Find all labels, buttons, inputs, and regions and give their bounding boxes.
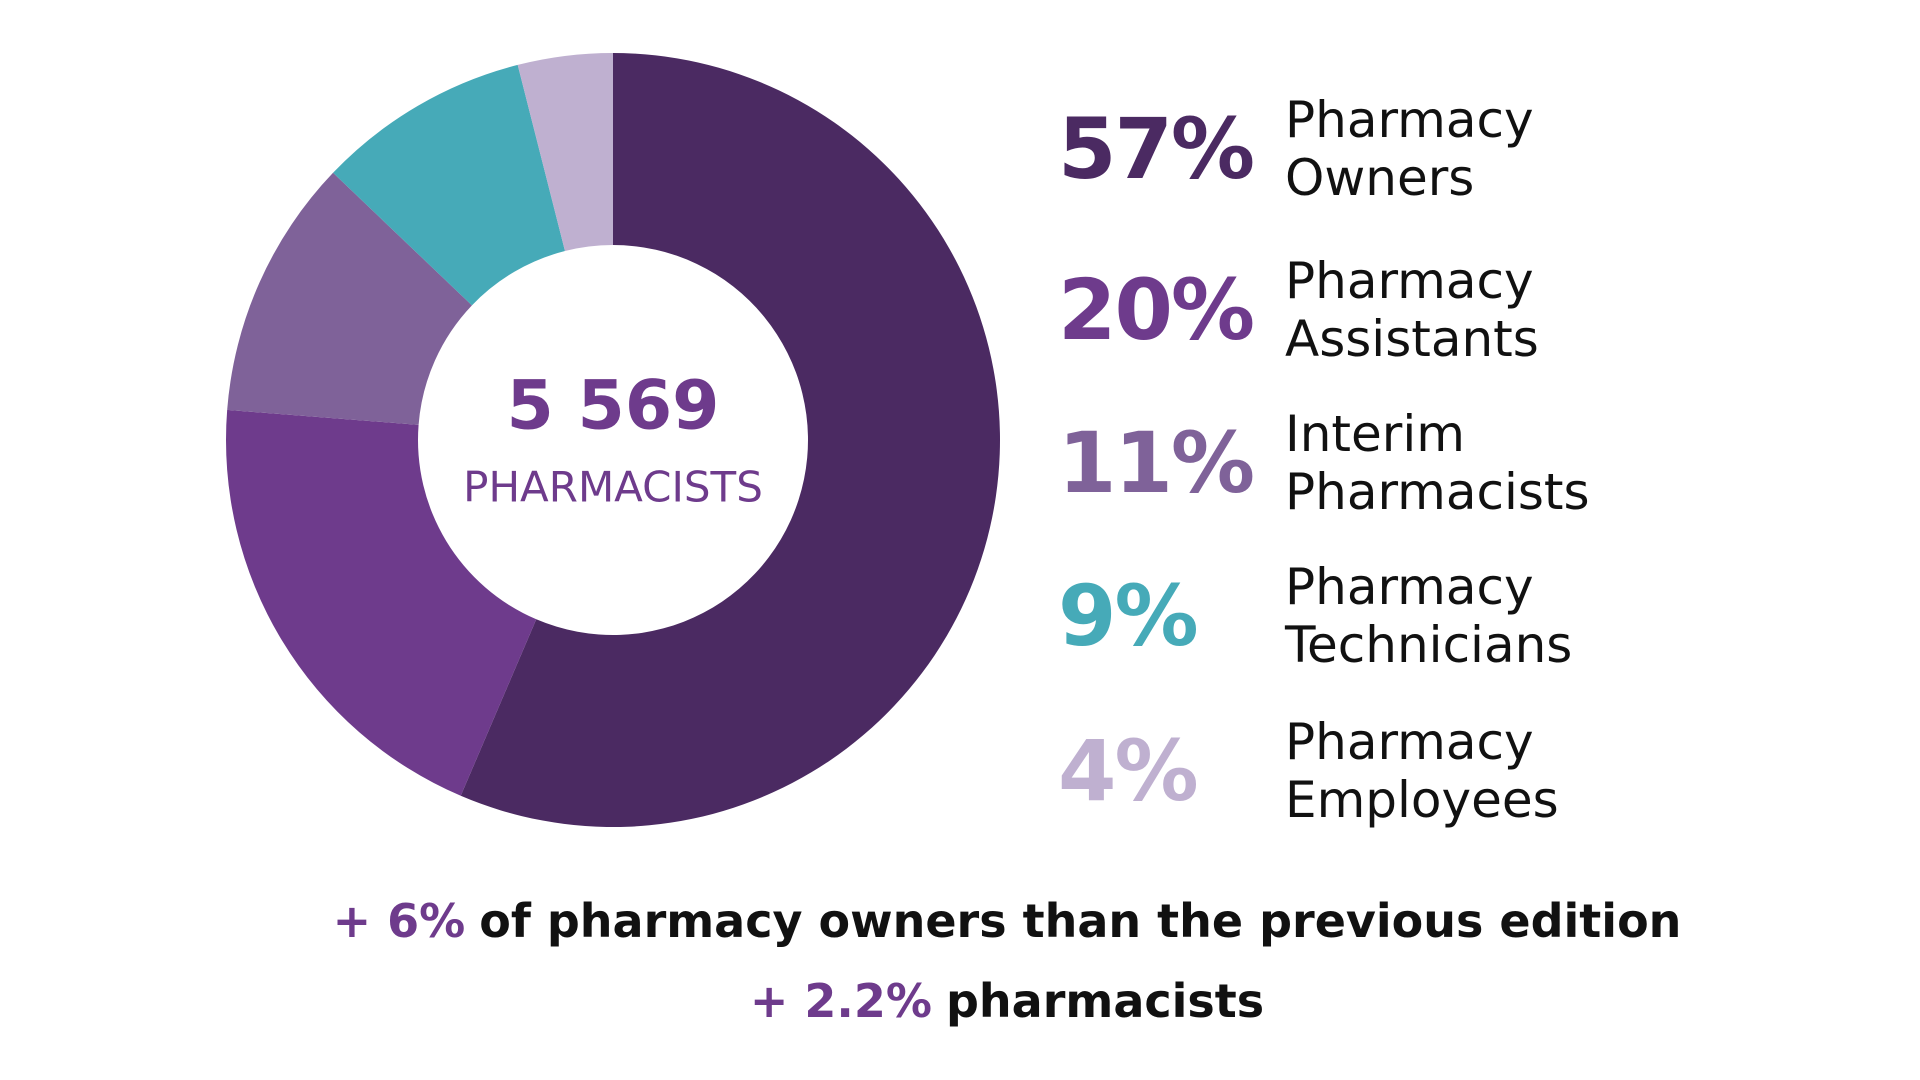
footnote: + 6% of pharmacy owners than the previous… — [0, 894, 1920, 948]
footnote-text: of pharmacy owners than the previous edi… — [479, 894, 1682, 948]
value-label: 4% — [1058, 722, 1199, 820]
wedge — [227, 172, 472, 425]
footnote-highlight: + 6% — [332, 894, 466, 948]
wedge — [333, 64, 565, 306]
value-label: 20% — [1058, 261, 1255, 359]
legend-label: Pharmacy Technicians — [1285, 558, 1573, 674]
value-label: 57% — [1058, 100, 1255, 198]
legend-label: Pharmacy Assistants — [1285, 252, 1539, 368]
value-label: 9% — [1058, 567, 1199, 665]
footnote-highlight: + 2.2% — [749, 974, 932, 1028]
wedge — [517, 53, 613, 252]
center-label: PHARMACISTS — [463, 463, 763, 512]
footnote: + 2.2% pharmacists — [0, 974, 1920, 1028]
footnote-text: pharmacists — [945, 974, 1265, 1028]
legend-label: Pharmacy Employees — [1285, 713, 1559, 829]
wedge — [225, 409, 537, 796]
legend-label: Interim Pharmacists — [1285, 405, 1590, 521]
value-label: 11% — [1058, 414, 1255, 512]
wedge — [460, 53, 1001, 828]
legend-label: Pharmacy Owners — [1285, 91, 1534, 207]
center-value: 5 569 — [507, 367, 720, 446]
